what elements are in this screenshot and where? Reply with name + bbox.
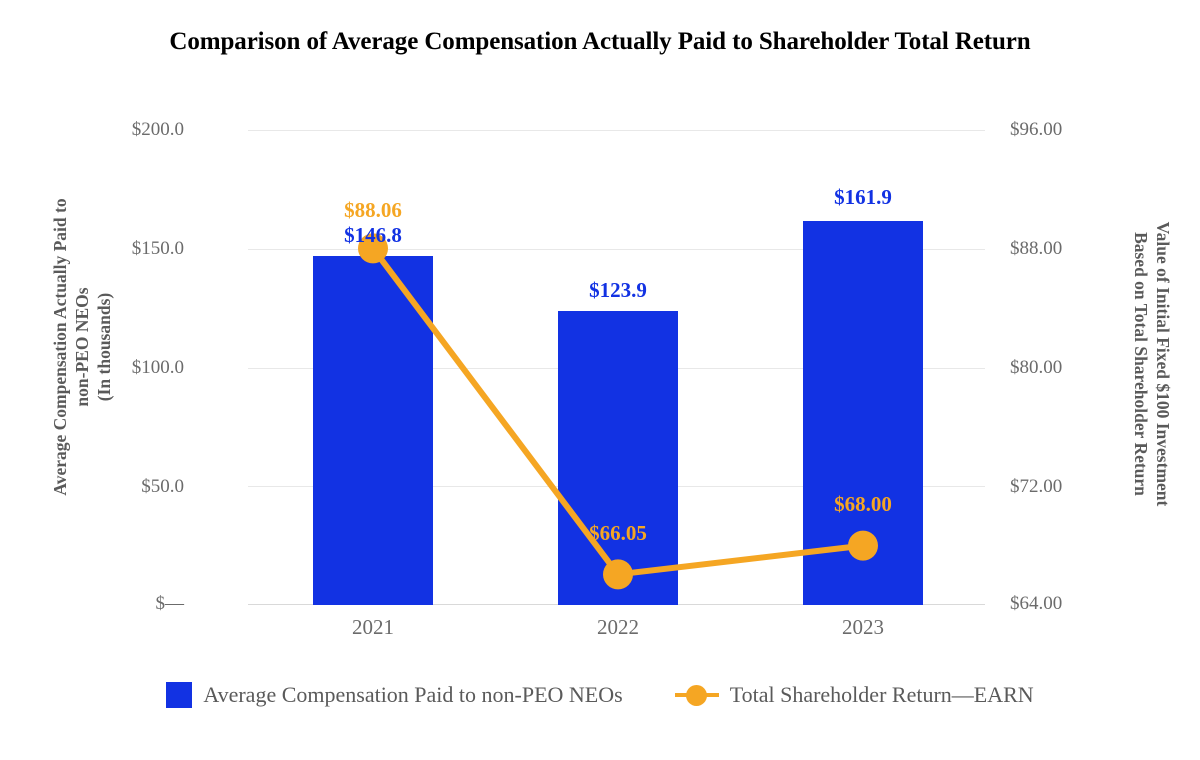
circle-marker-icon: [685, 685, 707, 706]
bar-2022[interactable]: [558, 310, 678, 605]
legend-label-compensation: Average Compensation Paid to non-PEO NEO…: [203, 682, 623, 707]
left-tick-100: $100.0: [131, 357, 184, 378]
right-tick-88: $88.00: [1010, 238, 1063, 259]
legend-item-compensation[interactable]: Average Compensation Paid to non-PEO NEO…: [166, 682, 623, 708]
gridline-200: [248, 130, 985, 131]
right-tick-96: $96.00: [1010, 119, 1063, 140]
bar-label-2021: $146.8: [344, 223, 402, 247]
bar-2021[interactable]: [313, 256, 433, 605]
right-tick-64: $64.00: [1010, 593, 1063, 614]
category-label-2022: 2022: [597, 615, 639, 639]
line-marker-swatch-icon: [674, 682, 719, 708]
bar-label-2023: $161.9: [834, 185, 892, 209]
right-tick-80: $80.00: [1010, 357, 1063, 378]
left-tick-0: $—: [155, 593, 185, 614]
chart-legend: Average Compensation Paid to non-PEO NEO…: [0, 682, 1200, 708]
left-tick-50: $50.0: [141, 476, 184, 497]
right-axis-title: Value of Initial Fixed $100 Investment B…: [1131, 221, 1173, 507]
bar-label-2022: $123.9: [589, 278, 647, 302]
left-tick-150: $150.0: [131, 238, 184, 259]
right-tick-72: $72.00: [1010, 476, 1063, 497]
bar-2023[interactable]: [803, 220, 923, 605]
category-label-2023: 2023: [842, 615, 884, 639]
page-title: Comparison of Average Compensation Actua…: [169, 28, 1031, 55]
category-label-2021: 2021: [352, 615, 394, 639]
line-label-2021: $88.06: [344, 198, 402, 222]
square-swatch-icon: [166, 682, 193, 708]
left-axis-title: Average Compensation Actually Paid to no…: [50, 198, 114, 496]
line-label-2022: $66.05: [589, 521, 647, 545]
left-tick-200: $200.0: [131, 119, 184, 140]
line-label-2023: $68.00: [834, 492, 892, 516]
legend-label-tsr: Total Shareholder Return—EARN: [729, 682, 1034, 707]
legend-item-tsr[interactable]: Total Shareholder Return—EARN: [674, 682, 1034, 708]
